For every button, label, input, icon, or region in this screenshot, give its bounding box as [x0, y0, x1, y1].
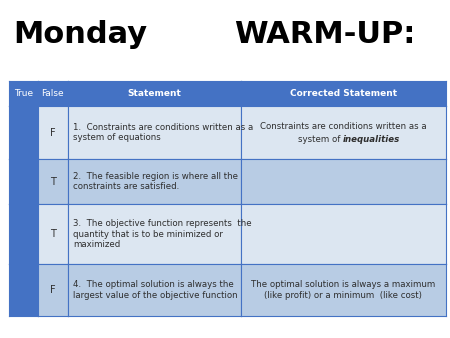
Text: WARM-UP:: WARM-UP: [234, 20, 415, 49]
Text: False: False [41, 89, 64, 98]
Text: inequalities: inequalities [343, 135, 400, 144]
Text: T: T [50, 229, 56, 239]
Text: True: True [14, 89, 33, 98]
Text: Corrected Statement: Corrected Statement [289, 89, 397, 98]
Text: Monday: Monday [14, 20, 148, 49]
Text: 2.  The feasible region is where all the
constraints are satisfied.: 2. The feasible region is where all the … [73, 172, 238, 191]
Text: system of: system of [298, 135, 343, 144]
Text: F: F [50, 285, 56, 295]
Text: T: T [50, 177, 56, 187]
Text: 3.  The objective function represents  the
quantity that is to be minimized or
m: 3. The objective function represents the… [73, 219, 252, 249]
Text: Constraints are conditions written as a: Constraints are conditions written as a [260, 122, 427, 131]
Text: 1.  Constraints are conditions written as a
system of equations: 1. Constraints are conditions written as… [73, 123, 253, 142]
Text: Statement: Statement [127, 89, 181, 98]
Text: 4.  The optimal solution is always the
largest value of the objective function: 4. The optimal solution is always the la… [73, 280, 238, 299]
Text: F: F [50, 128, 56, 138]
Text: The optimal solution is always a maximum
(like profit) or a minimum  (like cost): The optimal solution is always a maximum… [251, 280, 435, 299]
